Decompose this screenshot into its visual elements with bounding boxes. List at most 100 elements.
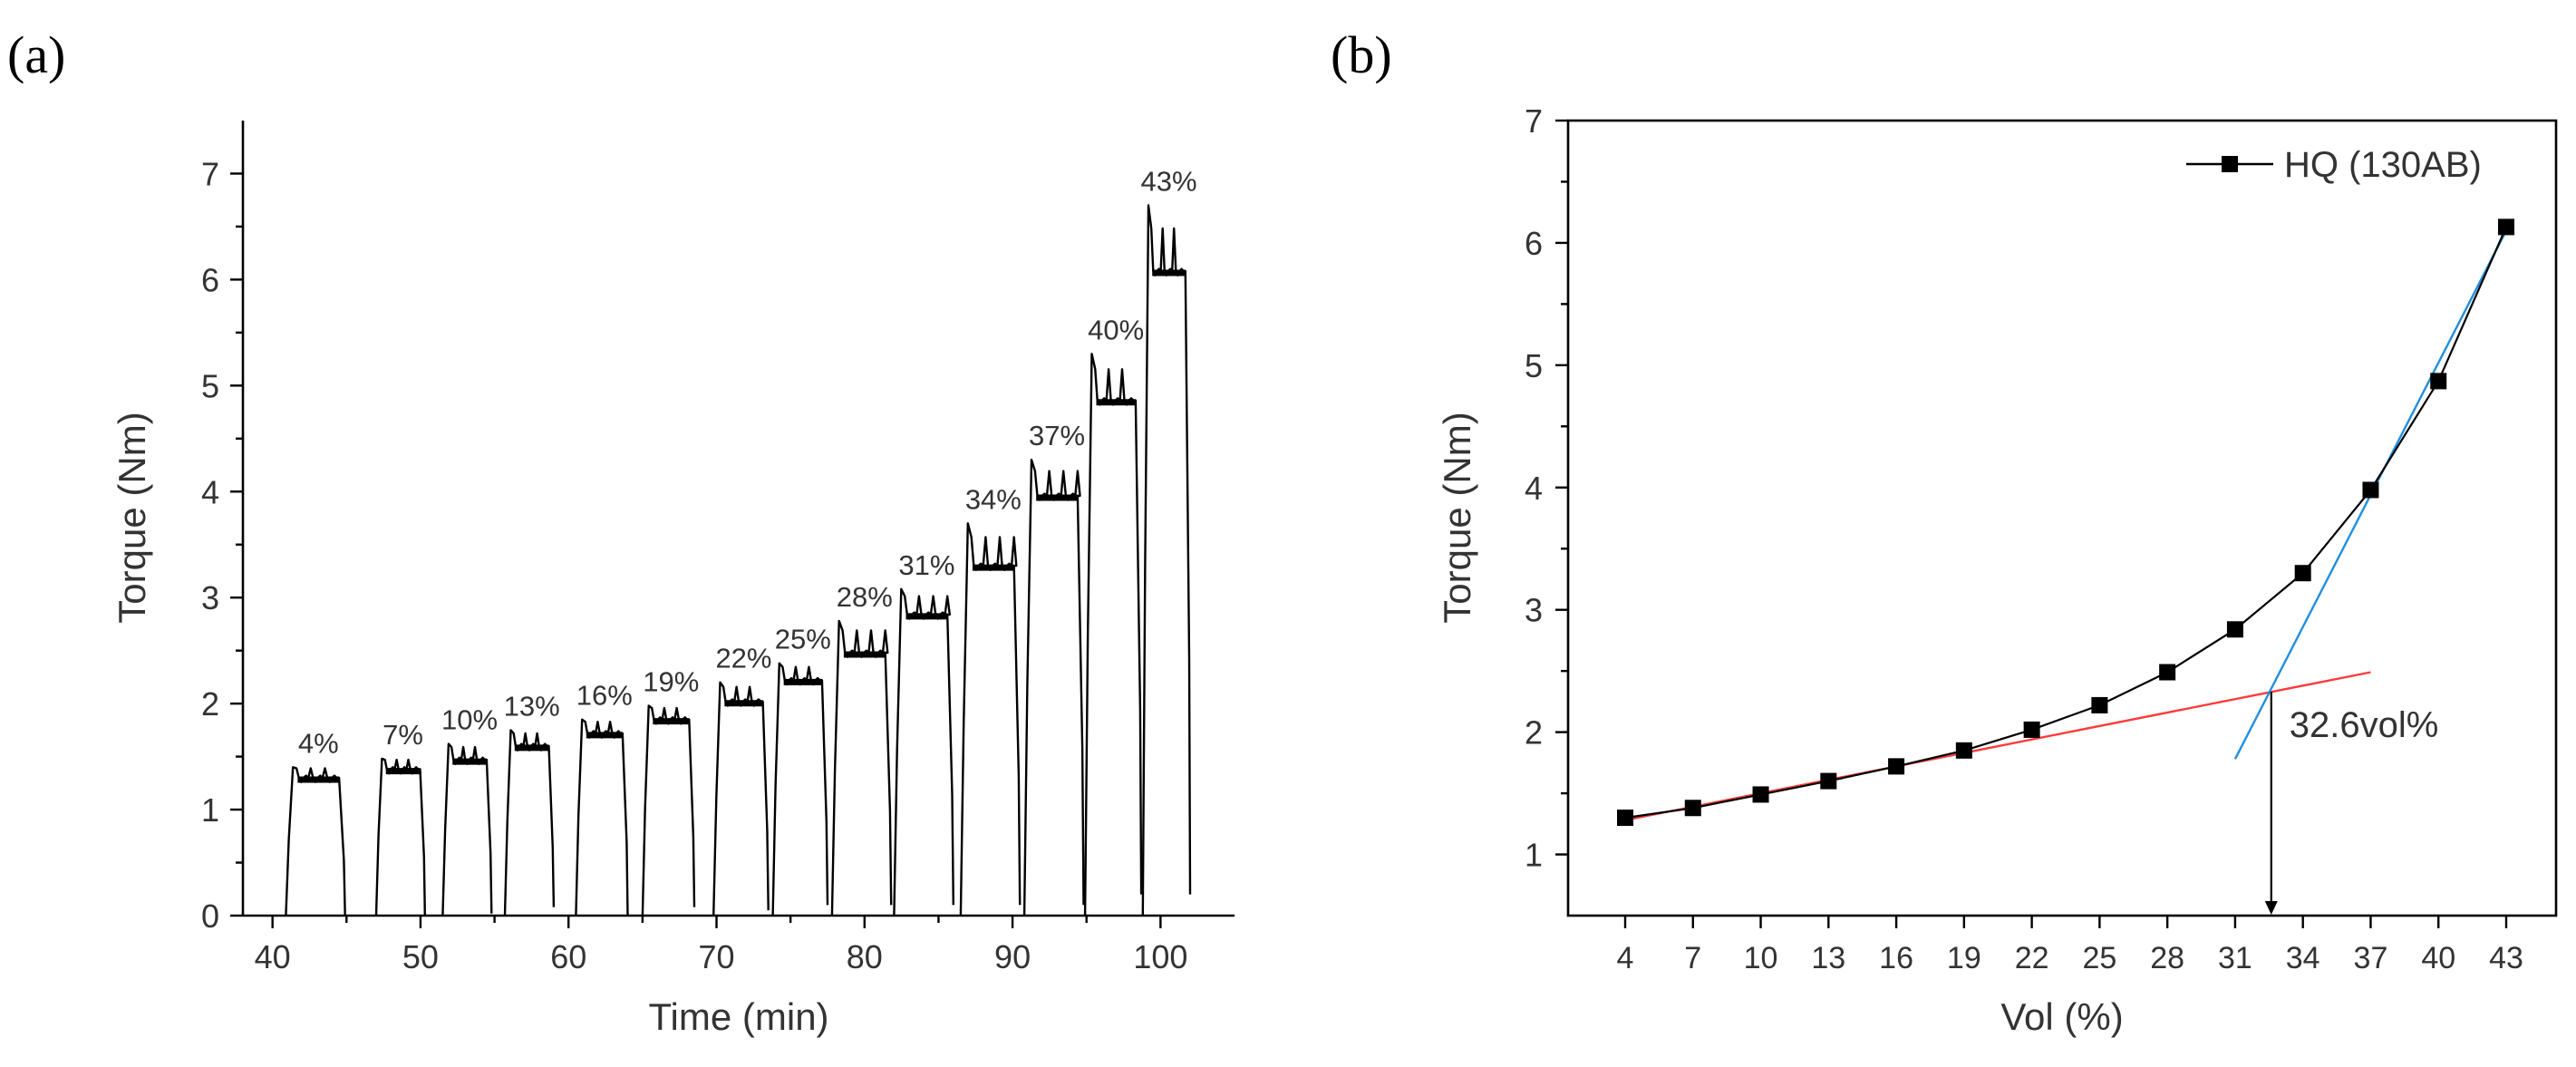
data-point — [2091, 696, 2108, 713]
panel-b-annotation: 32.6vol% — [2264, 692, 2439, 915]
x-tick-label: 43 — [2489, 941, 2523, 975]
legend-marker — [2222, 156, 2238, 172]
annotation-label: 32.6vol% — [2290, 705, 2439, 745]
data-point — [1617, 810, 1633, 827]
y-tick-label: 1 — [201, 791, 219, 829]
panel-a-x-axis-label: Time (min) — [648, 995, 828, 1038]
y-tick-label: 2 — [1525, 714, 1543, 752]
x-tick-label: 16 — [1879, 941, 1913, 975]
panel-a-torque-trace — [285, 204, 1192, 917]
torque-segment — [441, 742, 493, 917]
y-tick-label: 7 — [1525, 102, 1543, 140]
torque-segment — [641, 704, 696, 917]
x-tick-label: 80 — [847, 938, 883, 975]
panel-a-x-ticks: 40 50 60 70 80 90 100 — [255, 916, 1187, 975]
x-tick-label: 40 — [255, 938, 291, 975]
x-tick-label: 100 — [1133, 938, 1187, 975]
x-tick-label: 4 — [1617, 941, 1634, 975]
panel-a-chart: (a) 0 1 2 3 4 5 6 7 40 50 60 70 80 90 100 4% 7% 10% 13% 1… — [7, 25, 1235, 1038]
x-tick-label: 7 — [1684, 941, 1701, 975]
fit-line — [1624, 671, 2371, 821]
data-point — [2159, 664, 2176, 681]
torque-segment — [1141, 204, 1192, 917]
segment-label: 28% — [837, 581, 893, 613]
data-point — [2023, 721, 2040, 738]
segment-label: 31% — [898, 549, 954, 581]
y-tick-label: 3 — [201, 579, 219, 616]
segment-label: 13% — [504, 690, 560, 722]
panel-a-segment-labels: 4% 7% 10% 13% 16% 19% 22%25%28%31% 34% 37% 40% 43% — [298, 166, 1197, 760]
panel-b-series — [1617, 218, 2514, 827]
x-tick-label: 90 — [994, 938, 1031, 975]
x-tick-label: 28 — [2150, 941, 2184, 975]
y-tick-label: 5 — [1525, 347, 1543, 384]
panel-b-plot-frame — [1566, 119, 2558, 917]
panel-b-x-ticks: 4 7 10 13 16 19 22 25 28 31 34 37 40 43 — [1617, 916, 2523, 975]
torque-segment — [712, 681, 770, 917]
x-tick-label: 70 — [698, 938, 734, 975]
data-point — [2362, 481, 2379, 499]
segment-label: 40% — [1088, 314, 1144, 345]
y-tick-label: 7 — [201, 155, 219, 192]
data-point — [1820, 772, 1837, 790]
y-tick-label: 1 — [1525, 837, 1543, 874]
x-tick-label: 25 — [2082, 941, 2116, 975]
panel-a-y-axis-label: Torque (Nm) — [111, 412, 153, 623]
legend: HQ (130AB) — [2186, 145, 2482, 185]
panel-b-y-ticks: 1 2 3 4 5 6 7 — [1525, 102, 1568, 874]
torque-segment — [575, 718, 629, 917]
data-point — [1955, 742, 1972, 759]
segment-label: 37% — [1029, 420, 1085, 451]
x-tick-label: 13 — [1811, 941, 1845, 975]
segment-label: 25% — [775, 624, 831, 655]
segment-label: 34% — [965, 483, 1022, 515]
torque-segment — [893, 587, 954, 917]
segment-label: 10% — [441, 704, 498, 736]
y-tick-label: 6 — [1525, 225, 1543, 262]
y-tick-label: 0 — [201, 897, 219, 935]
data-point — [2294, 565, 2311, 582]
segment-label: 16% — [576, 680, 633, 712]
torque-segment — [959, 522, 1022, 917]
panel-b-y-axis-label: Torque (Nm) — [1436, 412, 1478, 623]
data-point — [1888, 758, 1905, 775]
panel-a-y-ticks: 0 1 2 3 4 5 6 7 — [201, 155, 243, 935]
data-point — [2498, 218, 2514, 236]
y-tick-label: 3 — [1525, 592, 1543, 629]
torque-segment — [830, 619, 893, 917]
y-tick-label: 6 — [201, 261, 219, 298]
torque-segment — [1022, 459, 1085, 917]
annotation-arrow-head — [2264, 901, 2278, 915]
y-tick-label: 4 — [201, 473, 219, 510]
x-tick-label: 19 — [1947, 941, 1981, 975]
y-tick-label: 2 — [201, 685, 219, 723]
segment-label: 19% — [643, 665, 699, 697]
panel-a-label: (a) — [7, 25, 65, 84]
x-tick-label: 50 — [402, 938, 439, 975]
x-tick-label: 60 — [550, 938, 586, 975]
segment-label: 43% — [1140, 166, 1196, 198]
torque-segment — [503, 729, 556, 917]
segment-label: 22% — [715, 643, 771, 674]
data-point — [2226, 621, 2243, 638]
data-point — [1752, 786, 1769, 803]
x-tick-label: 10 — [1744, 941, 1778, 975]
torque-segment — [374, 757, 426, 917]
panel-b-x-axis-label: Vol (%) — [2000, 995, 2123, 1038]
torque-segment — [771, 662, 829, 917]
segment-label: 4% — [298, 727, 339, 759]
y-tick-label: 4 — [1525, 470, 1543, 507]
series-line — [1624, 226, 2508, 820]
x-tick-label: 37 — [2354, 941, 2388, 975]
x-tick-label: 31 — [2218, 941, 2252, 975]
x-tick-label: 22 — [2015, 941, 2049, 975]
segment-label: 7% — [383, 719, 423, 751]
x-tick-label: 40 — [2421, 941, 2455, 975]
torque-segment — [1083, 353, 1143, 917]
torque-segment — [285, 766, 346, 917]
x-tick-label: 34 — [2286, 941, 2320, 975]
panel-b-label: (b) — [1331, 25, 1392, 84]
legend-label: HQ (130AB) — [2284, 145, 2482, 185]
